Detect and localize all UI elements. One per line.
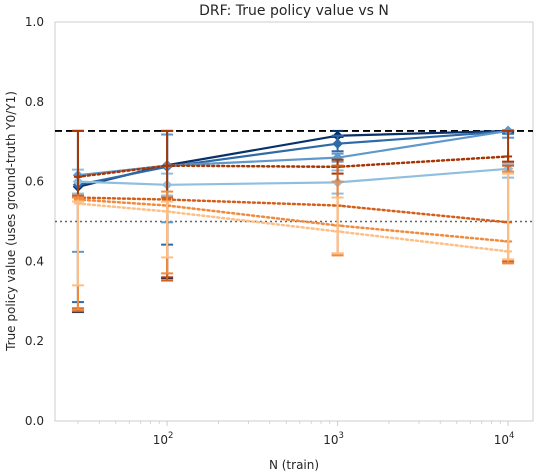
series-3 (71, 125, 515, 253)
x-tick-label: 102 (153, 431, 174, 447)
x-tick-label-base: 10 (494, 433, 509, 447)
x-tick-label-exponent: 2 (168, 431, 173, 441)
series-2 (71, 126, 515, 304)
series-line (77, 167, 509, 186)
x-tick-label: 104 (494, 431, 515, 447)
series-line (76, 196, 510, 224)
y-tick-label: 0.0 (25, 414, 44, 428)
y-tick-label: 0.4 (25, 254, 44, 268)
series-line (77, 130, 509, 186)
series-7 (71, 170, 515, 311)
y-axis-label: True policy value (uses ground-truth Y0/… (4, 91, 18, 352)
x-tick-label-base: 10 (323, 433, 338, 447)
y-tick-label: 0.2 (25, 334, 44, 348)
series-6 (71, 164, 515, 313)
series-line (76, 198, 510, 243)
x-tick-label-base: 10 (153, 433, 168, 447)
y-tick-label: 0.6 (25, 175, 44, 189)
data-point (332, 138, 343, 149)
chart-title: DRF: True policy value vs N (199, 3, 389, 19)
x-tick-label-exponent: 4 (509, 431, 514, 441)
x-tick-label-exponent: 3 (339, 431, 344, 441)
series-line (76, 155, 510, 179)
x-tick-label: 103 (323, 431, 344, 447)
series-8 (71, 172, 515, 287)
x-axis-label: N (train) (269, 458, 319, 472)
y-tick-label: 1.0 (25, 15, 44, 29)
y-tick-label: 0.8 (25, 95, 44, 109)
series-line (76, 202, 510, 253)
